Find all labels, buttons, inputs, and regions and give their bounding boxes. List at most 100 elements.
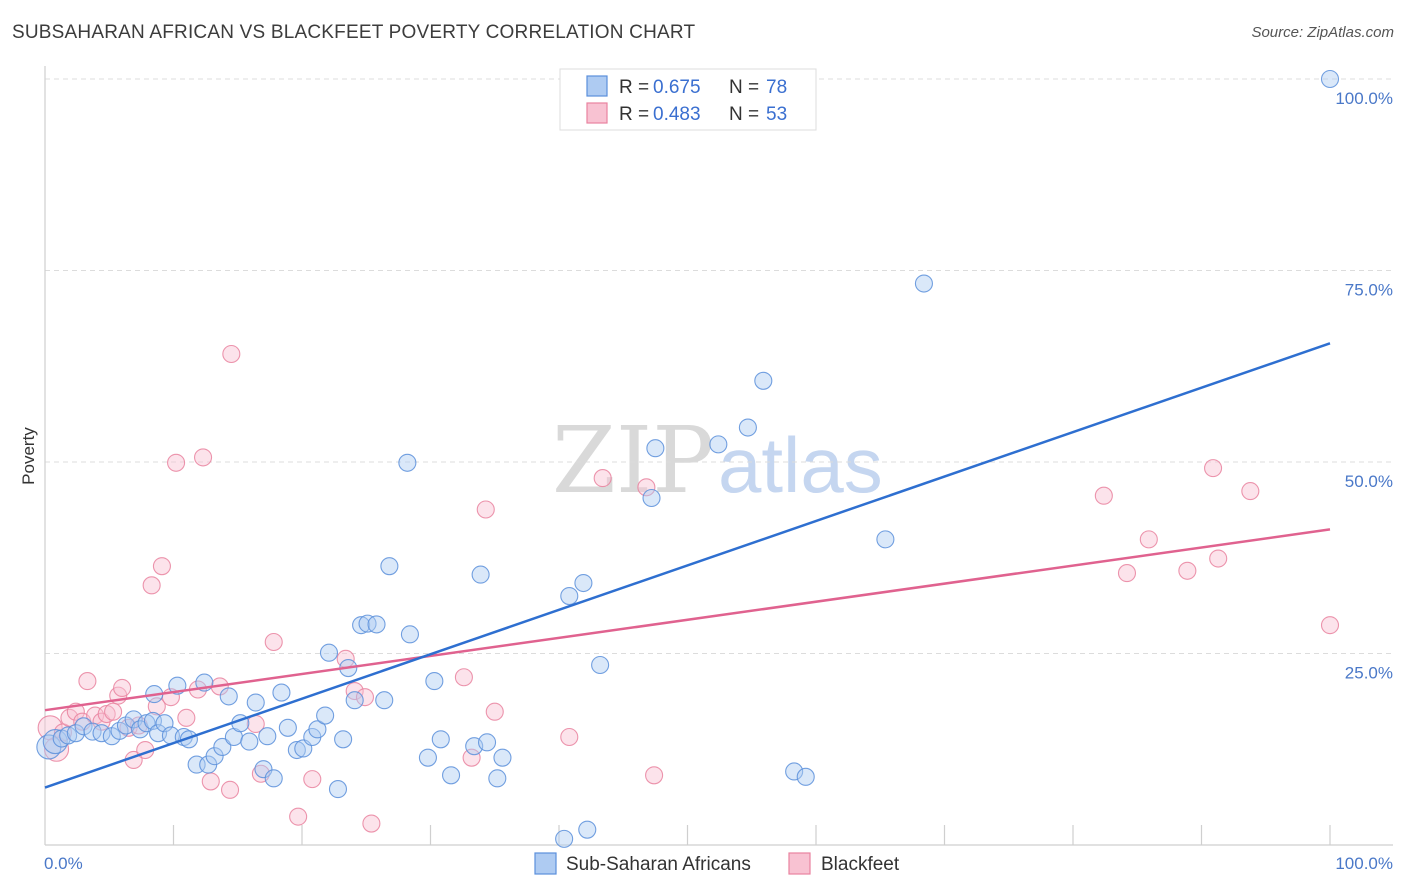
- legend: R = 0.675 N = 78 R = 0.483 N = 53: [559, 68, 817, 131]
- blackfeet-point-12: [113, 678, 132, 698]
- legend-n-value-1: 78: [766, 77, 787, 98]
- y-tick-label-25: 25.0%: [1345, 664, 1393, 683]
- legend-swatch-blue: [586, 75, 608, 97]
- subsaharan-point-49: [367, 615, 386, 634]
- blackfeet-point-31: [264, 632, 283, 652]
- subsaharan-point-56: [431, 730, 450, 749]
- subsaharan-point-66: [578, 820, 597, 839]
- subsaharan-point-50: [375, 691, 394, 710]
- blackfeet-point-21: [167, 453, 186, 472]
- chart-title: SUBSAHARAN AFRICAN VS BLACKFEET POVERTY …: [12, 22, 696, 43]
- subsaharan-point-51: [380, 557, 399, 576]
- subsaharan-point-77: [1320, 69, 1340, 89]
- subsaharan-point-59: [471, 565, 490, 584]
- subsaharan-point-72: [754, 371, 773, 390]
- y-tick-label-75: 75.0%: [1345, 281, 1393, 300]
- subsaharan-point-35: [272, 683, 291, 702]
- blackfeet-trend-line: [44, 528, 1331, 712]
- subsaharan-point-7: [92, 724, 111, 743]
- subsaharan-point-37: [287, 740, 306, 760]
- subsaharan-point-62: [493, 748, 512, 767]
- subsaharan-point-42: [319, 643, 339, 662]
- blackfeet-point-53: [1320, 616, 1340, 635]
- subsaharan-point-30: [240, 732, 259, 751]
- bottom-legend-label-blackfeet: Blackfeet: [821, 854, 900, 875]
- blackfeet-point-37: [362, 814, 381, 833]
- subsaharan-point-47: [352, 616, 371, 635]
- x-tick-label-100: 100.0%: [1335, 854, 1393, 873]
- axes: [44, 66, 1393, 846]
- watermark-zip: ZIP: [552, 407, 714, 514]
- subsaharan-point-67: [591, 655, 610, 675]
- blackfeet-point-41: [485, 702, 504, 721]
- blackfeet-point-47: [1117, 564, 1137, 583]
- subsaharan-point-70: [709, 435, 728, 454]
- blackfeet-point-22: [177, 708, 196, 727]
- bottom-legend-swatch-pink: [788, 852, 811, 875]
- blackfeet-point-52: [1241, 482, 1260, 501]
- legend-n-label-2: N =: [729, 104, 759, 125]
- x-ticks: [172, 825, 1331, 845]
- blackfeet-point-27: [220, 780, 240, 799]
- blackfeet-point-32: [289, 807, 308, 826]
- y-axis-label: Poverty: [19, 427, 38, 485]
- blackfeet-point-25: [201, 772, 220, 791]
- subsaharan-point-36: [278, 718, 297, 737]
- blackfeet-point-28: [222, 344, 241, 364]
- legend-r-value-2: 0.483: [653, 104, 701, 125]
- bottom-legend-label-subsaharan: Sub-Saharan Africans: [566, 854, 751, 875]
- subsaharan-point-75: [876, 530, 895, 549]
- blackfeet-point-36: [355, 688, 375, 707]
- blackfeet-point-24: [194, 448, 213, 467]
- blackfeet-point-38: [454, 668, 473, 687]
- source-label: Source: ZipAtlas.com: [1251, 24, 1394, 41]
- subsaharan-trend-line: [44, 342, 1331, 789]
- subsaharan-point-41: [316, 706, 335, 725]
- subsaharan-point-69: [646, 439, 665, 458]
- subsaharan-point-1: [42, 729, 68, 755]
- blackfeet-point-40: [476, 500, 495, 519]
- legend-r-label-1: R =: [619, 77, 649, 98]
- subsaharan-point-27: [219, 687, 238, 706]
- blackfeet-point-43: [593, 469, 612, 488]
- legend-r-label-2: R =: [619, 104, 649, 125]
- blackfeet-point-49: [1178, 561, 1197, 580]
- subsaharan-point-31: [246, 693, 265, 712]
- blackfeet-point-51: [1209, 549, 1228, 568]
- y-tick-labels: 25.0% 50.0% 75.0% 100.0%: [1335, 89, 1393, 683]
- subsaharan-point-73: [785, 762, 804, 781]
- subsaharan-point-57: [442, 766, 461, 785]
- y-tick-label-100: 100.0%: [1335, 89, 1393, 108]
- subsaharan-point-63: [555, 829, 574, 848]
- subsaharan-point-54: [418, 748, 437, 767]
- subsaharan-point-65: [574, 573, 593, 593]
- subsaharan-point-46: [345, 691, 364, 710]
- blackfeet-point-44: [637, 478, 656, 497]
- subsaharan-point-34: [264, 769, 283, 788]
- subsaharan-point-64: [560, 586, 579, 606]
- bottom-legend-swatch-blue: [534, 852, 557, 875]
- trend-lines: [44, 342, 1331, 789]
- subsaharan-point-32: [254, 760, 273, 779]
- subsaharan-point-44: [334, 730, 353, 749]
- blackfeet-point-10: [104, 702, 123, 721]
- subsaharan-point-71: [738, 418, 757, 437]
- subsaharan-point-53: [398, 453, 417, 472]
- subsaharan-point-68: [642, 488, 661, 508]
- bottom-legend: Sub-Saharan Africans Blackfeet: [534, 852, 900, 875]
- blackfeet-point-17: [142, 576, 161, 595]
- subsaharan-point-60: [477, 733, 497, 752]
- subsaharan-point-76: [914, 274, 933, 293]
- blackfeet-point-48: [1139, 530, 1158, 549]
- subsaharan-point-33: [258, 727, 277, 746]
- subsaharan-point-61: [488, 769, 507, 788]
- y-tick-label-50: 50.0%: [1345, 472, 1393, 491]
- subsaharan-point-26: [213, 737, 232, 757]
- subsaharan-point-52: [400, 625, 419, 644]
- legend-n-value-2: 53: [766, 104, 787, 125]
- blackfeet-point-33: [303, 770, 322, 789]
- blackfeet-point-39: [462, 748, 481, 767]
- blackfeet-point-6: [78, 672, 97, 691]
- blackfeet-point-35: [345, 681, 364, 701]
